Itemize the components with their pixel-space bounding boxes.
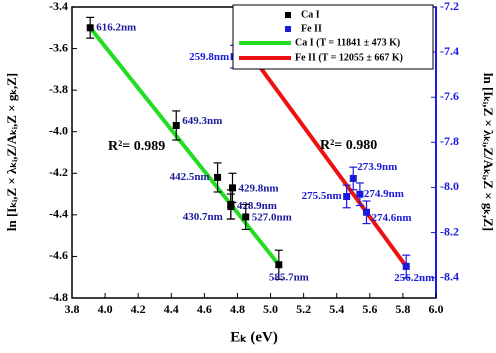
x-tick-label: 5.2 [296, 302, 311, 316]
point-label: 259.8nm [189, 51, 229, 63]
data-point [343, 192, 351, 200]
x-tick-label: 4.6 [197, 302, 212, 316]
data-point [275, 261, 283, 269]
y2-tick-label: -8.4 [440, 269, 459, 283]
point-label: 274.9nm [364, 188, 404, 200]
y-tick-label: -4.4 [49, 207, 68, 221]
point-label: 649.3nm [182, 115, 222, 127]
point-label: 527.0nm [252, 211, 292, 223]
x-tick-label: 5.8 [395, 302, 410, 316]
x-tick-label: 5.6 [362, 302, 377, 316]
x-axis-label: Eₖ (eV) [230, 329, 278, 345]
data-point [356, 190, 364, 198]
x-tick-label: 4.4 [164, 302, 179, 316]
fit-line [88, 26, 281, 266]
y-axis-label: ln [Iₖᵢ,Z × λₖᵢ,Z/Aₖᵢ,Z × gₖ,Z] [4, 73, 19, 231]
point-label: 430.7nm [183, 211, 223, 223]
data-point [86, 24, 94, 32]
y-tick-label: -4.8 [49, 290, 68, 304]
legend-label: Fe II [301, 23, 322, 34]
y2-tick-label: -7.6 [440, 89, 459, 103]
point-label: 428.9nm [237, 200, 277, 212]
y2-tick-label: -8.0 [440, 179, 459, 193]
data-point [214, 173, 222, 181]
legend-label: Ca I (T = 11841 ± 473 K) [295, 37, 400, 48]
legend-marker [285, 12, 291, 18]
point-label: 429.8nm [238, 182, 278, 194]
annotation: R²= 0.980 [320, 138, 377, 153]
x-tick-label: 6.0 [429, 302, 444, 316]
y-tick-label: -4.2 [49, 165, 68, 179]
y-tick-label: -3.6 [49, 40, 68, 54]
point-label: 616.2nm [96, 21, 136, 33]
legend-label: Fe II (T = 12055 ± 667 K) [295, 52, 403, 63]
legend-box [232, 4, 434, 70]
point-label: 256.2nm [394, 272, 434, 284]
fit-line [235, 35, 408, 268]
legend-marker [285, 26, 291, 32]
point-label: 274.6nm [372, 212, 412, 224]
y-tick-label: -3.4 [49, 0, 68, 13]
data-point [228, 184, 236, 192]
data-point [242, 213, 250, 221]
point-label: 585.7nm [269, 271, 309, 283]
y2-tick-label: -8.2 [440, 224, 459, 238]
x-tick-label: 5.0 [263, 302, 278, 316]
point-label: 273.9nm [357, 161, 397, 173]
y2-tick-label: -7.8 [440, 134, 459, 148]
x-tick-label: 4.8 [230, 302, 245, 316]
data-point [227, 203, 235, 211]
x-tick-label: 3.8 [65, 302, 80, 316]
data-point [363, 208, 371, 216]
legend-label: Ca I [301, 9, 320, 20]
y-tick-label: -4.6 [49, 248, 68, 262]
data-point [172, 121, 180, 129]
x-tick-label: 5.4 [329, 302, 344, 316]
y2-tick-label: -7.2 [440, 0, 459, 13]
x-tick-label: 4.2 [131, 302, 146, 316]
point-label: 275.5nm [302, 190, 342, 202]
y-tick-label: -3.8 [49, 82, 68, 96]
data-point [349, 174, 357, 182]
x-tick-label: 4.0 [98, 302, 113, 316]
annotation: R²= 0.989 [108, 139, 165, 154]
y-tick-label: -4.0 [49, 123, 68, 137]
point-label: 442.5nm [170, 171, 210, 183]
data-point [402, 262, 410, 270]
y2-axis-label: ln [Iₖᵢ,Z × λₖᵢ,Z/Aₖᵢ,Z × gₖ,Z] [481, 73, 496, 231]
y2-tick-label: -7.4 [440, 44, 459, 58]
